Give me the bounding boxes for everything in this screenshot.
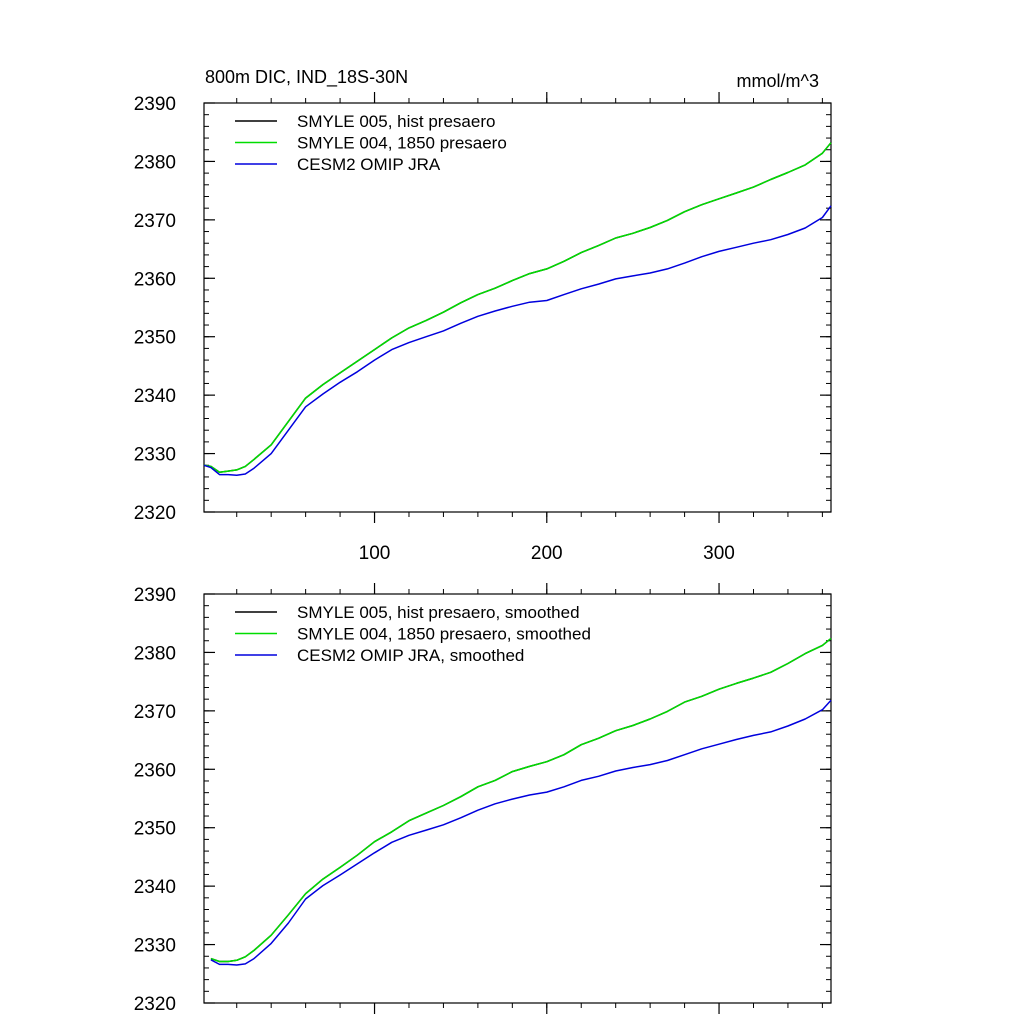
y-tick-label: 2380 (134, 643, 176, 664)
units-label: mmol/m^3 (737, 71, 819, 91)
chart-title: 800m DIC, IND_18S-30N (205, 67, 408, 88)
plot-frame (203, 593, 832, 1004)
y-tick-label: 2390 (134, 585, 176, 606)
series-line-3 (203, 205, 832, 476)
y-tick-label: 2330 (134, 936, 176, 957)
series-line-2 (203, 142, 832, 474)
y-tick-label: 2350 (134, 328, 176, 349)
legend-label-3: CESM2 OMIP JRA (297, 155, 441, 174)
bottom-panel: 2320 2330 2340 2350 2360 2370 2380 2390 SMYLE 00… (134, 583, 832, 1015)
legend-label-1: SMYLE 005, hist presaero, smoothed (297, 603, 580, 622)
y-tick-label: 2340 (134, 877, 176, 898)
series-line-2 (210, 637, 832, 963)
y-tick-label: 2370 (134, 702, 176, 723)
plot-frame (203, 102, 832, 513)
y-tick-label: 2380 (134, 152, 176, 173)
legend-label-1: SMYLE 005, hist presaero (297, 112, 495, 131)
series-line-1 (210, 637, 832, 963)
y-tick-label: 2320 (134, 503, 176, 524)
y-tick-label: 2330 (134, 445, 176, 466)
y-tick-label: 2320 (134, 994, 176, 1015)
series-line-3 (210, 699, 832, 966)
x-tick-label: 100 (359, 543, 391, 564)
x-tick-label: 300 (703, 543, 735, 564)
y-tick-label: 2390 (134, 94, 176, 115)
legend-label-2: SMYLE 004, 1850 presaero (297, 134, 507, 153)
top-panel: 2320 2330 2340 2350 2360 2370 2380 2390 100 200 30… (134, 92, 832, 564)
y-tick-label: 2360 (134, 760, 176, 781)
legend-label-3: CESM2 OMIP JRA, smoothed (297, 646, 524, 665)
legend-label-2: SMYLE 004, 1850 presaero, smoothed (297, 625, 591, 644)
y-tick-label: 2350 (134, 819, 176, 840)
x-tick-label: 200 (531, 543, 563, 564)
y-tick-label: 2370 (134, 211, 176, 232)
y-tick-label: 2340 (134, 386, 176, 407)
y-tick-label: 2360 (134, 269, 176, 290)
